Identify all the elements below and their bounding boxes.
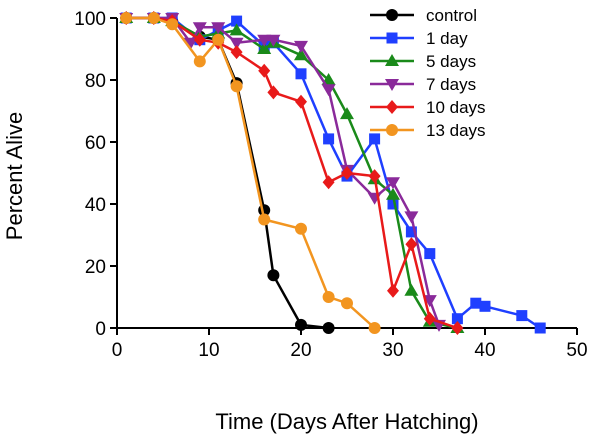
data-point-13-days — [193, 55, 206, 68]
data-point-10-days — [387, 283, 399, 298]
legend-marker — [385, 54, 399, 66]
series-line-10-days — [126, 16, 458, 330]
legend: control 1 day 5 days 7 days 10 days 13 days — [370, 6, 486, 140]
data-point-13-days — [295, 222, 307, 235]
data-point-7-days — [183, 37, 198, 50]
data-point-5-days — [229, 23, 244, 36]
data-point-1-day — [369, 133, 381, 145]
x-tick-label: 0 — [112, 340, 123, 361]
legend-label: 13 days — [426, 121, 486, 140]
legend-item-10-days: 10 days — [370, 98, 486, 117]
data-point-5-days — [340, 107, 354, 120]
data-point-control — [322, 322, 335, 334]
x-tick-label: 20 — [290, 340, 311, 361]
data-point-13-days — [368, 322, 381, 334]
data-point-5-days — [257, 42, 272, 54]
data-point-1-day — [323, 133, 335, 145]
series-13-days — [120, 12, 381, 334]
series-layer — [119, 11, 546, 335]
legend-item-5-days: 5 days — [370, 52, 476, 71]
series-line-13-days — [126, 16, 376, 329]
data-point-7-days — [294, 40, 308, 53]
y-tick-label: 0 — [95, 319, 106, 340]
data-point-13-days — [120, 12, 133, 24]
legend-marker — [386, 124, 398, 136]
data-point-7-days — [422, 295, 437, 308]
x-tick-label: 50 — [566, 340, 587, 361]
data-point-7-days — [321, 84, 336, 97]
data-point-1-day — [295, 68, 307, 80]
data-point-control — [267, 269, 280, 282]
data-point-10-days — [341, 166, 353, 180]
legend-item-control: control — [370, 6, 477, 25]
data-point-7-days — [266, 34, 281, 47]
data-point-10-days — [267, 85, 280, 100]
y-tick-label: 100 — [74, 9, 106, 30]
data-point-1-day — [231, 15, 243, 27]
data-point-10-days — [368, 169, 381, 184]
y-tick-label: 40 — [85, 195, 106, 216]
data-point-10-days — [230, 45, 243, 60]
data-point-13-days — [322, 291, 335, 303]
data-point-13-days — [147, 12, 160, 24]
data-point-10-days — [423, 311, 436, 326]
axes: 0 20 40 60 80 100 0 10 20 30 40 50 — [74, 9, 587, 361]
x-tick-label: 10 — [198, 340, 219, 361]
legend-marker — [386, 9, 398, 21]
data-point-7-days — [257, 34, 272, 47]
data-point-1-day — [516, 310, 528, 322]
data-point-5-days — [404, 283, 419, 296]
data-point-13-days — [258, 213, 271, 226]
data-point-7-days — [404, 211, 419, 224]
data-point-1-day — [405, 226, 417, 238]
legend-item-13-days: 13 days — [370, 121, 486, 140]
series-1-day — [120, 12, 546, 334]
data-point-13-days — [166, 18, 179, 31]
data-point-10-days — [405, 237, 418, 252]
data-point-13-days — [341, 297, 353, 310]
x-tick-label: 40 — [474, 340, 495, 361]
series-line-5-days — [126, 16, 458, 330]
x-tick-label: 30 — [382, 340, 403, 361]
data-point-5-days — [294, 48, 308, 61]
y-tick-label: 80 — [85, 71, 106, 92]
data-point-7-days — [229, 37, 244, 50]
data-point-1-day — [470, 297, 482, 309]
data-point-1-day — [479, 300, 491, 312]
y-axis-title: Percent Alive — [2, 112, 27, 240]
data-point-10-days — [451, 321, 464, 335]
data-point-13-days — [230, 80, 243, 93]
data-point-13-days — [212, 33, 225, 46]
data-point-1-day — [424, 248, 436, 260]
x-axis-title: Time (Days After Hatching) — [215, 409, 478, 434]
y-tick-label: 60 — [85, 133, 106, 154]
legend-label: control — [426, 6, 477, 25]
y-tick-label: 20 — [85, 257, 106, 278]
data-point-control — [295, 318, 307, 331]
legend-label: 10 days — [426, 98, 486, 117]
legend-item-7-days: 7 days — [370, 75, 476, 94]
data-point-1-day — [451, 313, 463, 325]
series-line-1-day — [126, 16, 541, 330]
data-point-5-days — [386, 187, 400, 200]
legend-marker — [385, 79, 399, 91]
legend-label: 1 day — [426, 29, 468, 48]
data-point-7-days — [192, 22, 207, 35]
legend-label: 5 days — [426, 52, 476, 71]
data-point-1-day — [387, 198, 399, 210]
data-point-10-days — [193, 32, 206, 47]
data-point-10-days — [258, 63, 271, 78]
data-point-10-days — [322, 175, 335, 190]
legend-marker — [386, 32, 398, 44]
legend-marker — [386, 100, 398, 114]
data-point-10-days — [295, 94, 307, 109]
data-point-7-days — [211, 22, 226, 35]
legend-item-1-day: 1 day — [370, 29, 468, 48]
series-5-days — [119, 11, 465, 333]
data-point-1-day — [534, 322, 546, 334]
legend-label: 7 days — [426, 75, 476, 94]
data-point-7-days — [386, 177, 400, 190]
